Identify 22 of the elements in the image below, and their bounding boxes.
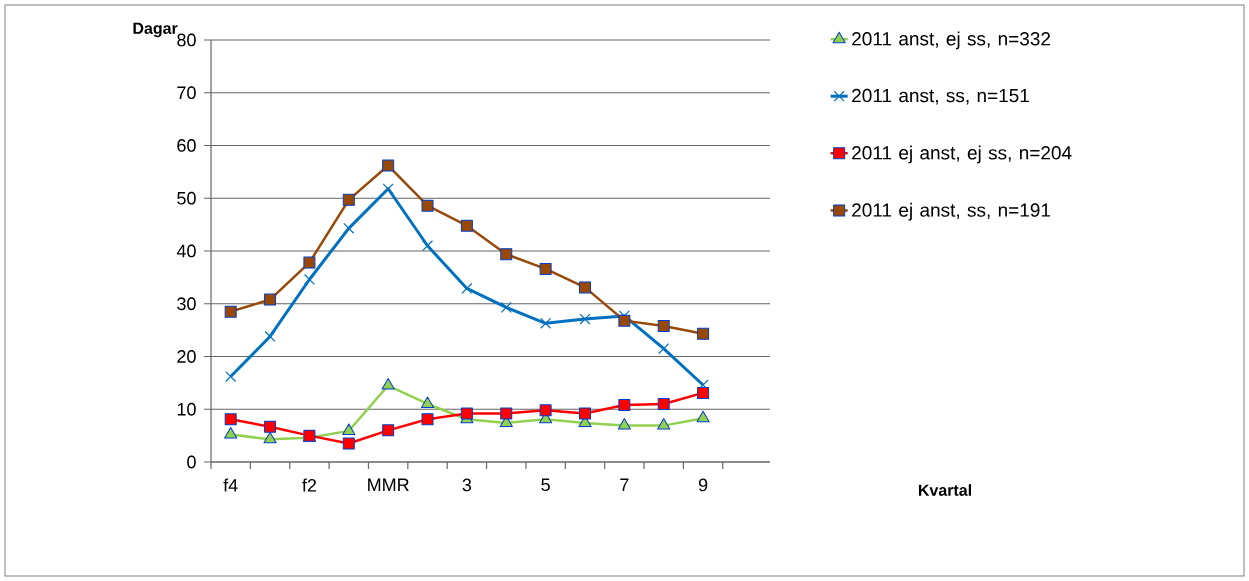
legend-label: 2011 ej anst, ej ss, n=204 [852, 145, 1072, 164]
x-tick-label: f2 [302, 478, 317, 492]
x-tick-label: f4 [223, 478, 238, 492]
x-tick-label: MMR [368, 478, 409, 491]
y-tick-label: 10 [177, 402, 196, 416]
y-tick-label: 20 [177, 350, 196, 363]
y-tick-label: 60 [177, 139, 196, 152]
x-tick-label: 7 [620, 478, 629, 491]
y-tick-label: 80 [177, 33, 196, 47]
y-tick-label: 40 [176, 244, 196, 258]
legend-label: 2011 ej anst, ss, n=191 [852, 202, 1051, 221]
y-tick-label: 0 [187, 455, 196, 469]
x-tick-label: 3 [462, 478, 472, 492]
y-axis-title: Dagar [133, 22, 178, 38]
y-tick-label: 70 [177, 86, 196, 100]
legend-label: 2011 anst, ej ss, n=332 [852, 31, 1050, 50]
x-tick-label: 5 [541, 478, 550, 492]
text: Kvartal [918, 484, 971, 496]
x-tick-label: 9 [698, 478, 708, 492]
y-tick-label: 30 [177, 297, 196, 311]
y-tick-label: 50 [177, 191, 196, 205]
legend-label: 2011 anst, ss, n=151 [852, 88, 1029, 105]
